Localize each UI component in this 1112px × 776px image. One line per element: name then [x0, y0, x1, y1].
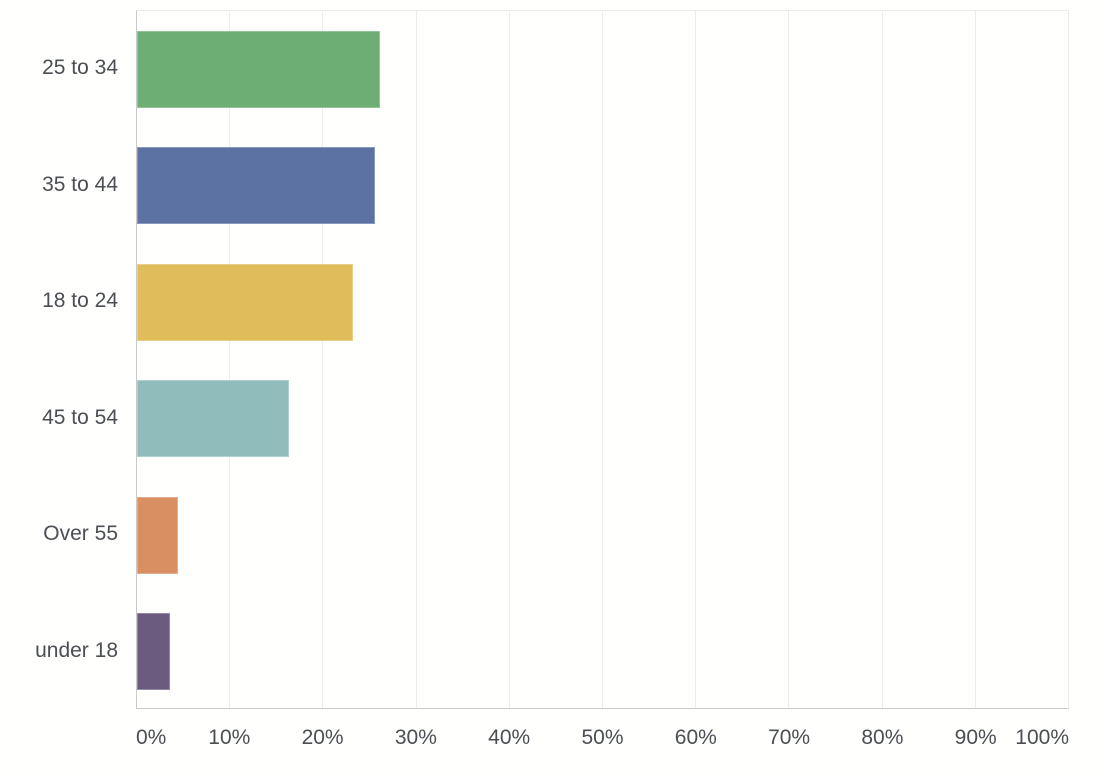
gridline [788, 11, 790, 708]
x-tick-label: 80% [861, 726, 904, 749]
gridline [695, 11, 697, 708]
bar-under-18 [137, 613, 170, 691]
x-tick-label: 40% [488, 726, 531, 749]
x-tick-label: 100% [1015, 726, 1069, 749]
x-tick-label: 0% [136, 726, 167, 749]
category-label: 35 to 44 [42, 172, 118, 196]
gridline [415, 11, 417, 708]
bar-row [137, 128, 1069, 245]
gridline [1068, 11, 1069, 708]
x-axis-tick-labels: 0% 10% 20% 30% 40% 50% 60% 70% 80% 90% 100% [136, 726, 1069, 756]
bar-45-to-54 [137, 380, 289, 458]
bar-row [137, 11, 1069, 128]
bar-row [137, 361, 1069, 478]
bar-over-55 [137, 496, 178, 574]
x-tick-label: 20% [301, 726, 344, 749]
x-tick-label: 90% [954, 726, 997, 749]
gridline [322, 11, 324, 708]
bar-row [137, 594, 1069, 711]
gridline [974, 11, 976, 708]
category-label: Over 55 [43, 522, 118, 546]
category-label: under 18 [35, 638, 118, 662]
category-label: 45 to 54 [42, 405, 118, 429]
gridline [881, 11, 883, 708]
x-tick-label: 10% [208, 726, 251, 749]
bar-25-to-34 [137, 30, 381, 108]
x-tick-label: 70% [768, 726, 811, 749]
gridline-layer [137, 11, 1069, 708]
bar-18-to-24 [137, 263, 354, 341]
x-tick-label: 50% [581, 726, 624, 749]
bar-row [137, 477, 1069, 594]
category-label: 18 to 24 [42, 289, 118, 313]
category-label: 25 to 34 [42, 56, 118, 80]
gridline [229, 11, 231, 708]
gridline [508, 11, 510, 708]
gridline [602, 11, 603, 708]
x-tick-label: 30% [394, 726, 437, 749]
y-axis-category-labels: 25 to 34 35 to 44 18 to 24 45 to 54 Over 55 u… [0, 10, 118, 709]
plot-area [136, 10, 1069, 709]
bars-layer [137, 11, 1069, 708]
bar-35-to-44 [137, 147, 375, 225]
bar-row [137, 244, 1069, 361]
x-tick-label: 60% [674, 726, 717, 749]
